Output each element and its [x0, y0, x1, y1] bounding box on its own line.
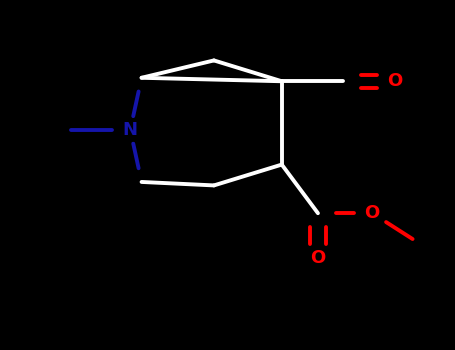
Text: O: O [310, 249, 326, 267]
Text: O: O [387, 72, 402, 90]
Text: O: O [364, 204, 380, 222]
Text: N: N [123, 121, 138, 139]
